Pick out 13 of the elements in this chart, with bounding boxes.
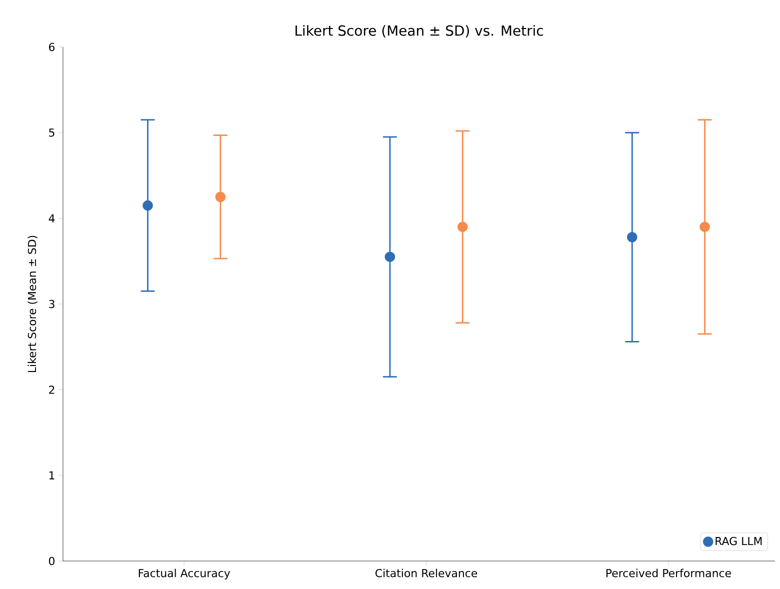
y-tick-label: 0 (48, 556, 54, 566)
legend-label: RAG LLM (716, 536, 762, 546)
x-tick-label: Factual Accuracy (138, 568, 230, 580)
x-tick-label: Citation Relevance (376, 568, 478, 578)
y-axis-title: Likert Score (Mean ± SD) (28, 236, 38, 372)
y-tick-label: 1 (49, 471, 54, 480)
y-tick-label: 5 (49, 128, 54, 137)
y-tick-label: 2 (49, 386, 54, 394)
y-tick-label: 3 (49, 300, 54, 308)
x-tick-label: Perceived Performance (606, 568, 731, 578)
chart-title: Likert Score (Mean ± SD) vs. Metric (296, 25, 543, 38)
y-tick-label: 4 (48, 214, 55, 222)
y-tick-label: 6 (49, 42, 55, 52)
